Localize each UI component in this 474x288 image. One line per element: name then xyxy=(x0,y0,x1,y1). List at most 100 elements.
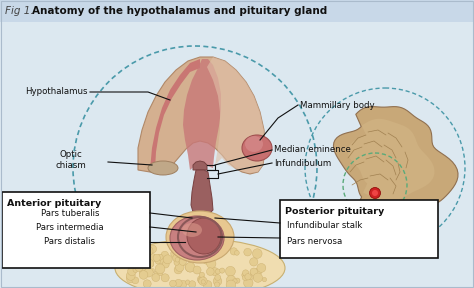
Circle shape xyxy=(190,247,198,255)
Circle shape xyxy=(134,259,143,268)
Circle shape xyxy=(206,245,215,254)
Circle shape xyxy=(244,278,253,288)
Circle shape xyxy=(243,270,249,276)
Circle shape xyxy=(242,273,246,277)
Circle shape xyxy=(242,275,248,281)
Circle shape xyxy=(235,251,239,255)
Circle shape xyxy=(180,254,186,261)
Circle shape xyxy=(372,190,378,196)
Text: Infundibulum: Infundibulum xyxy=(274,158,331,168)
Circle shape xyxy=(227,275,236,285)
Circle shape xyxy=(189,281,196,288)
Circle shape xyxy=(128,267,137,276)
Ellipse shape xyxy=(166,211,234,263)
Circle shape xyxy=(162,261,169,268)
Circle shape xyxy=(215,269,220,274)
Circle shape xyxy=(180,260,185,266)
Circle shape xyxy=(143,280,151,288)
Circle shape xyxy=(177,244,186,253)
Text: Median eminence: Median eminence xyxy=(274,145,351,154)
Circle shape xyxy=(179,258,186,265)
Text: Infundibular stalk: Infundibular stalk xyxy=(287,221,363,230)
Ellipse shape xyxy=(245,136,263,152)
Circle shape xyxy=(131,260,136,264)
Text: Hypothalamus: Hypothalamus xyxy=(26,88,88,96)
Circle shape xyxy=(250,270,255,275)
Polygon shape xyxy=(191,170,213,215)
Circle shape xyxy=(157,270,163,276)
Circle shape xyxy=(174,260,179,265)
Circle shape xyxy=(147,253,156,263)
Circle shape xyxy=(171,249,180,258)
Polygon shape xyxy=(207,57,265,173)
Circle shape xyxy=(148,262,154,267)
Ellipse shape xyxy=(148,161,178,175)
Circle shape xyxy=(152,274,160,281)
Circle shape xyxy=(163,255,172,264)
Circle shape xyxy=(193,266,201,274)
Circle shape xyxy=(215,274,221,281)
Circle shape xyxy=(133,267,138,272)
Circle shape xyxy=(157,255,166,264)
Text: Anatomy of the hypothalamus and pituitary gland: Anatomy of the hypothalamus and pituitar… xyxy=(32,6,327,16)
FancyBboxPatch shape xyxy=(280,200,438,258)
Circle shape xyxy=(135,263,143,272)
Circle shape xyxy=(174,266,182,274)
Circle shape xyxy=(155,259,160,264)
Circle shape xyxy=(149,245,156,253)
Polygon shape xyxy=(138,57,265,174)
Text: Pars tuberalis: Pars tuberalis xyxy=(41,209,99,217)
Circle shape xyxy=(182,247,191,257)
Ellipse shape xyxy=(182,223,202,237)
Ellipse shape xyxy=(170,216,224,260)
Circle shape xyxy=(170,280,176,287)
Circle shape xyxy=(250,268,257,275)
Circle shape xyxy=(192,256,198,262)
Circle shape xyxy=(209,257,213,261)
Circle shape xyxy=(235,278,240,283)
Circle shape xyxy=(207,268,214,275)
Circle shape xyxy=(145,259,154,268)
Circle shape xyxy=(127,274,135,283)
Polygon shape xyxy=(183,59,221,170)
Circle shape xyxy=(161,251,168,259)
Circle shape xyxy=(219,249,225,255)
Circle shape xyxy=(226,266,235,276)
Circle shape xyxy=(213,277,222,285)
Circle shape xyxy=(132,277,139,284)
Circle shape xyxy=(155,271,160,276)
Polygon shape xyxy=(193,161,207,170)
Circle shape xyxy=(244,248,251,256)
Circle shape xyxy=(175,279,182,287)
Circle shape xyxy=(222,246,228,252)
Text: Posterior pituitary: Posterior pituitary xyxy=(285,206,384,215)
Circle shape xyxy=(199,277,207,285)
FancyBboxPatch shape xyxy=(0,0,474,22)
Text: Anterior pituitary: Anterior pituitary xyxy=(7,198,101,207)
Circle shape xyxy=(203,281,212,288)
Circle shape xyxy=(207,259,216,268)
Circle shape xyxy=(198,277,204,283)
Circle shape xyxy=(198,255,201,259)
Circle shape xyxy=(257,266,263,271)
Ellipse shape xyxy=(242,135,272,161)
FancyBboxPatch shape xyxy=(0,22,474,288)
Polygon shape xyxy=(333,107,458,221)
Circle shape xyxy=(150,268,155,273)
Ellipse shape xyxy=(187,218,221,254)
Circle shape xyxy=(153,254,160,262)
Polygon shape xyxy=(348,119,435,201)
Circle shape xyxy=(155,264,165,274)
Circle shape xyxy=(257,264,266,272)
Circle shape xyxy=(232,279,237,284)
Circle shape xyxy=(248,275,253,280)
Circle shape xyxy=(210,247,217,253)
Circle shape xyxy=(173,253,182,263)
Circle shape xyxy=(139,269,147,276)
Circle shape xyxy=(253,273,263,282)
Circle shape xyxy=(214,282,220,287)
Circle shape xyxy=(139,271,148,279)
Text: Pars nervosa: Pars nervosa xyxy=(287,236,342,245)
Circle shape xyxy=(262,277,266,282)
Circle shape xyxy=(250,258,258,266)
